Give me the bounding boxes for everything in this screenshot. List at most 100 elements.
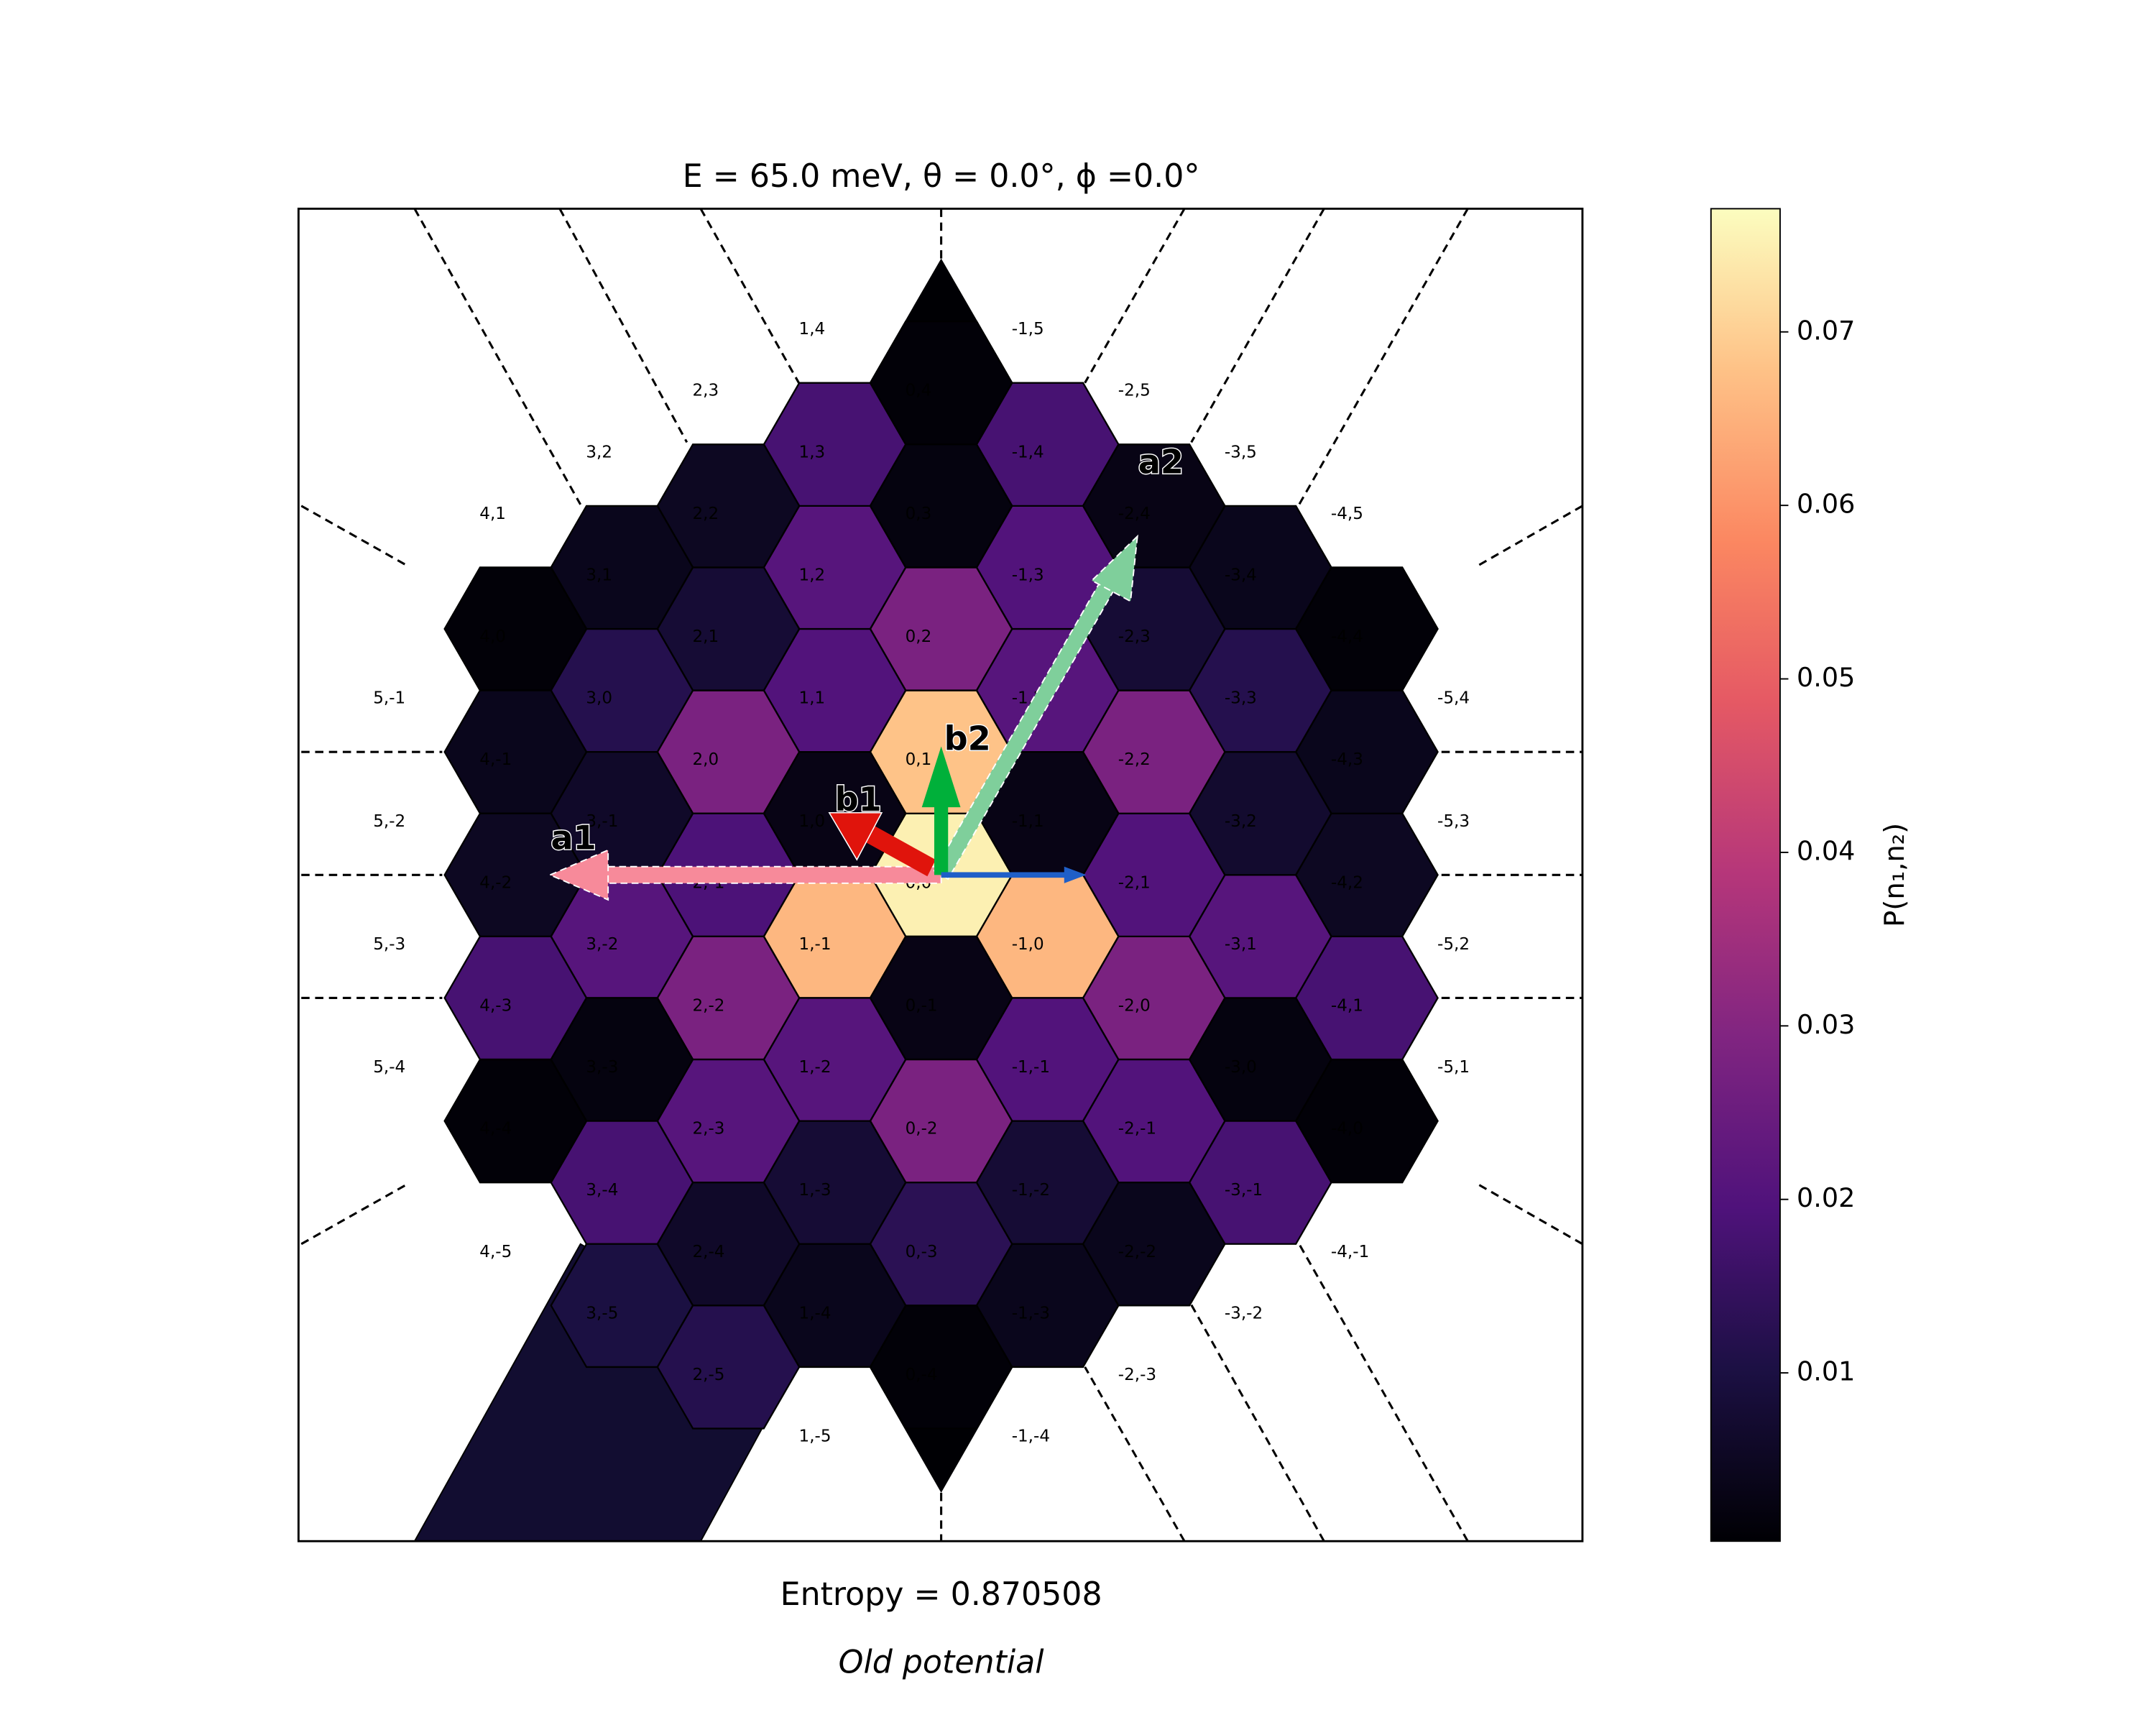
cell-label: -3,1 — [1225, 935, 1257, 954]
cell-label: 1,1 — [799, 689, 826, 708]
chart-title: E = 65.0 meV, θ = 0.0°, ϕ =0.0° — [683, 158, 1200, 195]
cell-label: -4,1 — [1331, 997, 1363, 1016]
colorbar-tick-label: 0.05 — [1797, 662, 1855, 693]
cell-label: -2,4 — [1118, 505, 1151, 523]
hex-cell — [443, 1058, 588, 1184]
cell-label: 0,3 — [906, 505, 932, 523]
colorbar-tick-label: 0.02 — [1797, 1182, 1855, 1213]
cell-label: 1,2 — [799, 566, 826, 584]
cell-label: -3,3 — [1225, 689, 1257, 708]
vector-label: a1 — [550, 819, 596, 857]
colorbar-tick-label: 0.03 — [1797, 1009, 1855, 1040]
cell-label: -4,0 — [1331, 1120, 1363, 1138]
cell-label: 3,-3 — [586, 1058, 618, 1077]
cell-label: -3,5 — [1225, 443, 1257, 461]
cell-label: 0,4 — [906, 382, 932, 400]
cell-label: 0,-3 — [906, 1243, 938, 1261]
cell-label: -4,3 — [1331, 750, 1363, 769]
vector-c — [941, 866, 1087, 883]
cell-label: -1,0 — [1012, 935, 1044, 954]
cell-label: -1,-2 — [1012, 1181, 1050, 1200]
cell-label: 4,-4 — [479, 1120, 512, 1138]
cell-label: 0,-2 — [906, 1120, 938, 1138]
cell-label: -2,-3 — [1118, 1366, 1156, 1384]
cell-label: -1,1 — [1012, 812, 1044, 831]
cell-label: 3,-2 — [586, 935, 618, 954]
cell-label: 3,-5 — [586, 1304, 618, 1322]
cell-label: 1,4 — [799, 320, 826, 339]
cell-label: 0,1 — [906, 750, 932, 769]
cell-label: 2,3 — [692, 382, 719, 400]
cell-label: -2,-2 — [1118, 1243, 1156, 1261]
cell-label: 2,-3 — [692, 1120, 724, 1138]
cell-label: 2,1 — [692, 627, 719, 646]
cell-label: 2,0 — [692, 750, 719, 769]
cell-label: -1,3 — [1012, 566, 1044, 584]
colorbar-tick-label: 0.06 — [1797, 489, 1855, 520]
plot-area: 0,00,10,20,30,40,-10,-20,-30,-41,01,11,2… — [300, 208, 1583, 1542]
cell-label: -5,2 — [1437, 935, 1470, 954]
hex-cell — [550, 1243, 694, 1368]
cell-label: -1,4 — [1012, 443, 1044, 461]
cell-label: -3,-2 — [1225, 1304, 1263, 1322]
subtitle: Entropy = 0.870508 — [780, 1576, 1102, 1613]
cell-label: -4,-1 — [1331, 1243, 1369, 1261]
cell-label: 4,-2 — [479, 873, 512, 892]
colorbar-tick-label: 0.04 — [1797, 835, 1855, 866]
cell-label: 1,-4 — [799, 1304, 831, 1322]
colorbar-label: P(n₁,n₂) — [1879, 823, 1911, 927]
cell-label: 2,-2 — [692, 997, 724, 1016]
cell-label: 1,3 — [799, 443, 826, 461]
cell-label: -4,2 — [1331, 873, 1363, 892]
cell-label: -2,-1 — [1118, 1120, 1156, 1138]
cell-label: 0,-4 — [906, 1366, 938, 1384]
vector-label: a2 — [1138, 443, 1184, 482]
cell-label: -5,3 — [1437, 812, 1470, 831]
cell-label: -2,5 — [1118, 382, 1151, 400]
cell-label: -3,4 — [1225, 566, 1257, 584]
vector-a1: a1 — [548, 817, 942, 901]
vectors: a1 a2 b1 b2 — [548, 441, 1184, 901]
cell-label: -4,4 — [1331, 627, 1363, 646]
cell-label: 4,-3 — [479, 997, 512, 1016]
cell-label: 4,1 — [479, 505, 506, 523]
cell-label: -1,-3 — [1012, 1304, 1050, 1322]
cell-label: -4,5 — [1331, 505, 1363, 523]
cell-label: 3,0 — [586, 689, 612, 708]
cell-label: 4,-1 — [479, 750, 512, 769]
vector-b1: b1 — [828, 778, 936, 877]
cell-label: -5,4 — [1437, 689, 1470, 708]
cell-label: -1,-4 — [1012, 1427, 1050, 1446]
cell-label: 4,-5 — [479, 1243, 512, 1261]
vector-b2: b2 — [921, 718, 992, 875]
cell-label: 1,0 — [799, 812, 826, 831]
cell-label: 3,-1 — [586, 812, 618, 831]
colorbar-tick-label: 0.07 — [1797, 315, 1855, 346]
cell-label: -3,0 — [1225, 1058, 1257, 1077]
frame — [297, 207, 1584, 1542]
vector-a2: a2 — [933, 441, 1184, 880]
cell-label: -1,5 — [1012, 320, 1044, 339]
hex-cell — [1294, 566, 1439, 691]
cell-label: 2,-4 — [692, 1243, 724, 1261]
vector-label: b1 — [835, 780, 882, 819]
cell-label: -2,0 — [1118, 997, 1151, 1016]
cell-label: 5,-3 — [373, 935, 405, 954]
cell-label: 5,-2 — [373, 812, 405, 831]
boundaries — [300, 208, 1583, 1542]
cell-label: 0,-1 — [906, 997, 938, 1016]
cell-label: 1,-2 — [799, 1058, 831, 1077]
cell-label: 4,0 — [479, 627, 506, 646]
cell-label: 3,-4 — [586, 1181, 618, 1200]
colorbar — [1710, 208, 1781, 1542]
cell-label: -2,3 — [1118, 627, 1151, 646]
cell-label: 2,-5 — [692, 1366, 724, 1384]
cell-label: 3,2 — [586, 443, 612, 461]
cell-label: -2,2 — [1118, 750, 1151, 769]
colorbar-tick-label: 0.01 — [1797, 1356, 1855, 1387]
cell-label: -3,2 — [1225, 812, 1257, 831]
caption: Old potential — [839, 1644, 1045, 1680]
cell-label: 1,-1 — [799, 935, 831, 954]
cell-label: -2,1 — [1118, 873, 1151, 892]
